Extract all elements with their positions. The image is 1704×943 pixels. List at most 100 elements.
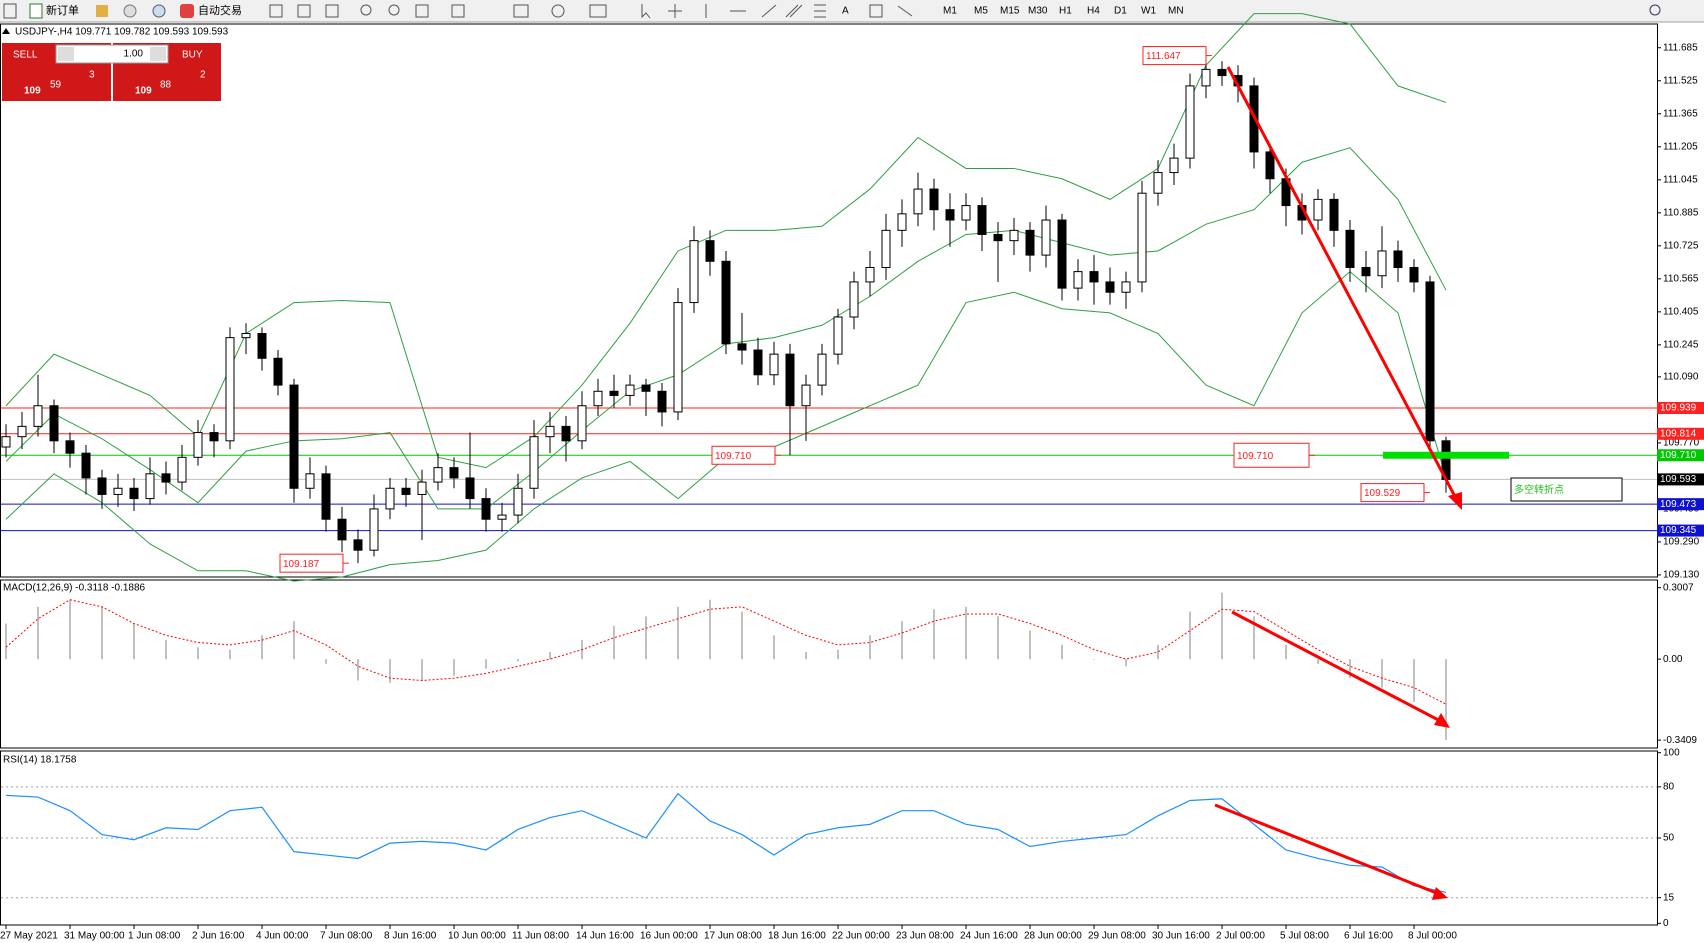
bar-chart-icon[interactable] <box>269 4 283 18</box>
candle-body <box>369 508 379 551</box>
x-tick-label: 23 Jun 08:00 <box>896 931 954 942</box>
zoom-out-icon[interactable] <box>388 4 400 16</box>
macd-bar <box>37 606 39 660</box>
macd-bar <box>325 659 327 664</box>
annotation-label: 109.710 <box>715 451 752 462</box>
trend-arrow <box>1231 610 1447 726</box>
y-tick-label: 111.365 <box>1663 108 1698 119</box>
y-tick-label: -0.3409 <box>1663 735 1697 746</box>
macd-bar <box>965 606 967 660</box>
panel-frame <box>0 579 1658 749</box>
lots-box[interactable] <box>55 44 169 64</box>
candle-body <box>193 432 203 458</box>
timeframe-button[interactable]: W1 <box>1141 6 1156 17</box>
y-tick-label: 111.045 <box>1663 174 1698 185</box>
candle-chart-icon[interactable] <box>297 4 311 18</box>
candle-body <box>273 357 283 386</box>
trend-arrow <box>1214 803 1445 898</box>
y-tick-label: 15 <box>1663 892 1675 903</box>
indicators-icon[interactable] <box>513 4 529 18</box>
candle-body <box>1105 281 1115 293</box>
macd-bar <box>1125 659 1127 667</box>
x-tick-label: 5 Jul 08:00 <box>1280 931 1329 942</box>
scroll-icon[interactable] <box>451 4 465 18</box>
y-tick-label: 111.685 <box>1663 42 1698 53</box>
timeframe-button[interactable]: M15 <box>1000 6 1020 17</box>
timeframe-button[interactable]: D1 <box>1114 6 1127 17</box>
price-tag <box>1657 524 1704 537</box>
macd-bar <box>229 649 231 660</box>
text-tool[interactable]: A <box>842 6 849 17</box>
candle-body <box>241 333 251 339</box>
macd-bar <box>805 652 807 660</box>
zoom-icon[interactable] <box>3 3 17 19</box>
candle-body <box>1121 281 1131 293</box>
trendline-icon[interactable] <box>761 4 777 18</box>
candle-body <box>97 477 107 495</box>
macd-bar <box>357 659 359 681</box>
x-tick-label: 16 Jun 00:00 <box>640 931 698 942</box>
fibo-icon[interactable] <box>814 4 826 18</box>
cursor-icon[interactable] <box>641 4 651 19</box>
candle-body <box>1041 219 1051 256</box>
macd-bar <box>133 623 135 660</box>
ask-pips: 88 <box>160 80 172 91</box>
macd-bar <box>1413 659 1415 702</box>
candle-body <box>625 384 635 396</box>
label-icon[interactable] <box>869 4 883 18</box>
lots-down[interactable] <box>58 47 74 61</box>
signal-icon[interactable] <box>152 4 166 18</box>
zoom-in-icon[interactable] <box>360 4 372 16</box>
x-tick-label: 6 Jul 16:00 <box>1344 931 1393 942</box>
note-box <box>1510 477 1623 502</box>
macd-bar <box>421 659 423 681</box>
news-icon[interactable] <box>123 4 137 18</box>
candle-body <box>49 405 59 442</box>
lots-value[interactable]: 1.00 <box>124 49 144 60</box>
arrows-icon[interactable] <box>897 5 913 17</box>
x-tick-label: 2 Jun 16:00 <box>192 931 245 942</box>
y-tick-label: 80 <box>1663 781 1675 792</box>
crosshair-icon[interactable] <box>668 4 682 18</box>
timeframe-button[interactable]: MN <box>1168 6 1184 17</box>
macd-bar <box>1189 611 1191 660</box>
candle-body <box>833 316 843 355</box>
sell-button[interactable]: SELL <box>13 50 38 61</box>
auto-trading-icon[interactable] <box>180 4 194 18</box>
x-tick-label: 28 Jun 00:00 <box>1024 931 1082 942</box>
tile-icon[interactable] <box>415 4 429 18</box>
candle-body <box>817 353 827 386</box>
timeframe-button[interactable]: M1 <box>943 6 957 17</box>
arrow-head <box>1434 713 1450 728</box>
lots-up[interactable] <box>150 47 166 61</box>
history-icon[interactable] <box>96 5 108 17</box>
timeframe-button[interactable]: H1 <box>1059 6 1072 17</box>
candle-body <box>1089 271 1099 283</box>
timeframe-button[interactable]: H4 <box>1087 6 1100 17</box>
y-tick-label: 0.3007 <box>1663 582 1694 593</box>
candle-body <box>961 205 971 221</box>
macd-bar <box>293 621 295 660</box>
x-tick-label: 7 Jun 08:00 <box>320 931 373 942</box>
candle-body <box>1169 157 1179 174</box>
new-order-icon[interactable] <box>29 3 43 19</box>
timeframe-button[interactable]: M5 <box>974 6 988 17</box>
candle-body <box>865 266 875 283</box>
macd-bar <box>837 649 839 660</box>
macd-bar <box>773 635 775 660</box>
annotation-box <box>711 445 776 465</box>
line-chart-icon[interactable] <box>325 4 339 18</box>
periods-icon[interactable] <box>551 4 565 18</box>
price-tag-label: 109.345 <box>1660 525 1697 536</box>
timeframe-button[interactable]: M30 <box>1028 6 1048 17</box>
note-text: 多空转折点 <box>1514 483 1564 496</box>
channel-icon[interactable] <box>785 4 803 18</box>
new-order-button[interactable]: 新订单 <box>46 3 79 17</box>
buy-button[interactable]: BUY <box>182 50 203 61</box>
y-tick-label: 110.245 <box>1663 340 1699 351</box>
auto-trading-button[interactable]: 自动交易 <box>198 3 242 17</box>
candle-body <box>81 452 91 479</box>
candle-body <box>1025 229 1035 256</box>
search-icon[interactable] <box>1649 4 1661 16</box>
templates-icon[interactable] <box>589 4 607 18</box>
